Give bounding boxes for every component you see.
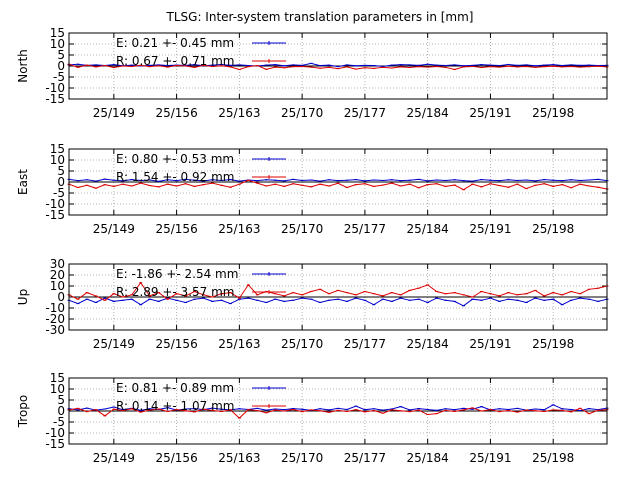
- y-tick-label: 15: [50, 26, 65, 40]
- x-tick-label: 25/184: [407, 106, 449, 120]
- y-axis-label: Tropo: [16, 395, 30, 429]
- x-tick-label: 25/184: [407, 222, 449, 236]
- y-tick-label: 30: [50, 257, 65, 271]
- x-tick-label: 25/163: [218, 106, 260, 120]
- x-tick-label: 25/177: [344, 451, 386, 465]
- x-tick-label: 25/198: [532, 451, 574, 465]
- y-tick-label: 15: [50, 142, 65, 156]
- x-tick-label: 25/149: [93, 106, 135, 120]
- y-tick-label: 5: [57, 164, 65, 178]
- y-tick-label: 0: [57, 404, 65, 418]
- y-tick-label: 20: [50, 268, 65, 282]
- y-axis-label: East: [16, 169, 30, 195]
- y-tick-label: -15: [45, 208, 65, 222]
- x-tick-label: 25/170: [281, 451, 323, 465]
- x-tick-label: 25/163: [218, 222, 260, 236]
- y-tick-label: -5: [53, 415, 65, 429]
- x-tick-label: 25/184: [407, 451, 449, 465]
- x-tick-label: 25/156: [155, 222, 197, 236]
- y-tick-label: -15: [45, 437, 65, 451]
- y-tick-label: -30: [45, 323, 65, 337]
- legend-label: E: 0.21 +- 0.45 mm: [116, 36, 234, 50]
- x-tick-label: 25/191: [469, 222, 511, 236]
- plot-frame: [68, 32, 608, 100]
- x-tick-label: 25/170: [281, 337, 323, 351]
- x-tick-label: 25/149: [93, 222, 135, 236]
- y-axis-label: North: [16, 49, 30, 83]
- y-tick-label: 10: [50, 279, 65, 293]
- x-tick-label: 25/163: [218, 451, 260, 465]
- x-tick-label: 25/191: [469, 337, 511, 351]
- x-tick-label: 25/177: [344, 106, 386, 120]
- y-tick-label: -10: [45, 301, 65, 315]
- plot-frame: [68, 377, 608, 445]
- plot-frame: [68, 148, 608, 216]
- legend-label: R: 1.54 +- 0.92 mm: [116, 170, 234, 184]
- y-tick-label: -10: [45, 426, 65, 440]
- y-tick-label: -5: [53, 70, 65, 84]
- x-tick-label: 25/177: [344, 222, 386, 236]
- y-axis-label: Up: [16, 289, 30, 305]
- x-tick-label: 25/198: [532, 106, 574, 120]
- x-tick-label: 25/149: [93, 337, 135, 351]
- x-tick-label: 25/177: [344, 337, 386, 351]
- y-tick-label: 10: [50, 153, 65, 167]
- y-tick-label: 10: [50, 37, 65, 51]
- y-tick-label: -15: [45, 92, 65, 106]
- y-tick-label: 15: [50, 371, 65, 385]
- x-tick-label: 25/191: [469, 106, 511, 120]
- x-tick-label: 25/156: [155, 337, 197, 351]
- x-tick-label: 25/198: [532, 222, 574, 236]
- plot-frame: [68, 263, 608, 331]
- x-tick-label: 25/156: [155, 106, 197, 120]
- x-tick-label: 25/191: [469, 451, 511, 465]
- y-tick-label: 5: [57, 393, 65, 407]
- x-tick-label: 25/198: [532, 337, 574, 351]
- legend-label: E: 0.81 +- 0.89 mm: [116, 381, 234, 395]
- legend-label: E: 0.80 +- 0.53 mm: [116, 152, 234, 166]
- legend-label: R: 0.67 +- 0.71 mm: [116, 54, 234, 68]
- x-tick-label: 25/184: [407, 337, 449, 351]
- x-tick-label: 25/156: [155, 451, 197, 465]
- legend-label: E: -1.86 +- 2.54 mm: [116, 267, 238, 281]
- x-tick-label: 25/163: [218, 337, 260, 351]
- y-tick-label: 10: [50, 382, 65, 396]
- y-tick-label: -20: [45, 312, 65, 326]
- y-tick-label: -10: [45, 81, 65, 95]
- y-tick-label: 5: [57, 48, 65, 62]
- legend-label: R: 0.14 +- 1.07 mm: [116, 399, 234, 413]
- x-tick-label: 25/170: [281, 222, 323, 236]
- y-tick-label: -10: [45, 197, 65, 211]
- x-tick-label: 25/149: [93, 451, 135, 465]
- y-tick-label: 0: [57, 59, 65, 73]
- y-tick-label: -5: [53, 186, 65, 200]
- legend-label: R: 2.89 +- 3.57 mm: [116, 285, 234, 299]
- y-tick-label: 0: [57, 175, 65, 189]
- y-tick-label: 0: [57, 290, 65, 304]
- chart-title: TLSG: Inter-system translation parameter…: [166, 10, 474, 24]
- x-tick-label: 25/170: [281, 106, 323, 120]
